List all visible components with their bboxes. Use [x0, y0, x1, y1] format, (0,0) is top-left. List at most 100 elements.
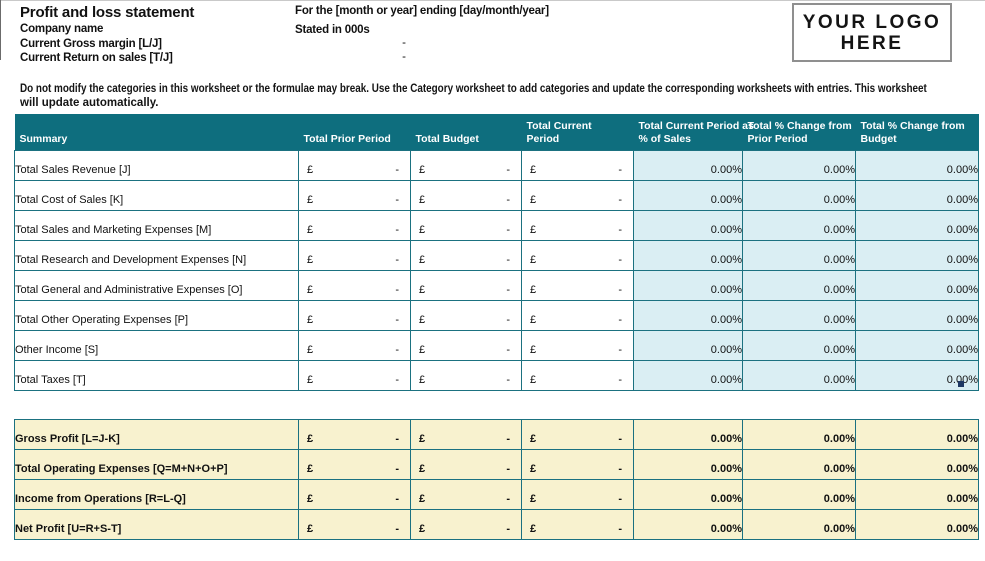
percent-cell-pct-change-budget[interactable]: 0.00% — [855, 179, 979, 211]
amount-cell-prior[interactable]: £ - — [298, 269, 411, 301]
amount-cell-budget[interactable]: £ - — [410, 239, 522, 271]
amount-value: - — [506, 163, 510, 176]
percent-cell-pct-of-sales[interactable]: 0.00% — [633, 209, 743, 241]
percent-cell-pct-change-budget[interactable]: 0.00% — [855, 419, 979, 450]
amount-cell-current[interactable]: £ - — [521, 209, 634, 241]
selection-fill-handle[interactable] — [958, 381, 964, 387]
amount-cell-current[interactable]: £ - — [521, 299, 634, 331]
percent-cell-pct-of-sales[interactable]: 0.00% — [633, 239, 743, 271]
percent-cell-pct-change-prior[interactable]: 0.00% — [742, 299, 856, 331]
percent-cell-pct-change-budget[interactable]: 0.00% — [855, 149, 979, 181]
table-row: Income from Operations [R=L-Q] £ - £ - £ -0.00… — [14, 479, 979, 510]
amount-value: - — [618, 253, 622, 266]
amount-cell-current[interactable]: £ - — [521, 449, 634, 480]
amount-cell-current[interactable]: £ - — [521, 479, 634, 510]
percent-cell-pct-change-prior[interactable]: 0.00% — [742, 479, 856, 510]
amount-cell-prior[interactable]: £ - — [298, 179, 411, 211]
amount-cell-budget[interactable]: £ - — [410, 269, 522, 301]
amount-cell-current[interactable]: £ - — [521, 269, 634, 301]
percent-cell-pct-change-prior[interactable]: 0.00% — [742, 359, 856, 391]
logo-placeholder[interactable]: YOUR LOGO HERE — [792, 3, 952, 62]
gross-margin-value-cell[interactable]: - — [402, 37, 406, 49]
amount-value: - — [618, 493, 622, 505]
percent-cell-pct-of-sales[interactable]: 0.00% — [633, 299, 743, 331]
amount-cell-budget[interactable]: £ - — [410, 209, 522, 241]
amount-cell-prior[interactable]: £ - — [298, 209, 411, 241]
row-label[interactable]: Total General and Administrative Expense… — [14, 269, 299, 301]
table-row: Total Cost of Sales [K] £ - £ - £ -0.00% 0.00% 0… — [14, 179, 979, 211]
amount-cell-prior[interactable]: £ - — [298, 329, 411, 361]
amount-cell-current[interactable]: £ - — [521, 239, 634, 271]
percent-cell-pct-change-budget[interactable]: 0.00% — [855, 239, 979, 271]
amount-cell-budget[interactable]: £ - — [410, 359, 522, 391]
amount-cell-prior[interactable]: £ - — [298, 479, 411, 510]
amount-cell-current[interactable]: £ - — [521, 359, 634, 391]
percent-cell-pct-change-budget[interactable]: 0.00% — [855, 209, 979, 241]
amount-cell-prior[interactable]: £ - — [298, 239, 411, 271]
percent-cell-pct-change-prior[interactable]: 0.00% — [742, 209, 856, 241]
percent-cell-pct-of-sales[interactable]: 0.00% — [633, 179, 743, 211]
row-label[interactable]: Total Sales Revenue [J] — [14, 149, 299, 181]
percent-cell-pct-change-prior[interactable]: 0.00% — [742, 179, 856, 211]
percent-cell-pct-of-sales[interactable]: 0.00% — [633, 479, 743, 510]
percent-cell-pct-of-sales[interactable]: 0.00% — [633, 269, 743, 301]
amount-value: - — [395, 163, 399, 176]
row-label[interactable]: Gross Profit [L=J-K] — [14, 419, 299, 450]
amount-cell-prior[interactable]: £ - — [298, 419, 411, 450]
percent-cell-pct-of-sales[interactable]: 0.00% — [633, 329, 743, 361]
percent-cell-pct-change-prior[interactable]: 0.00% — [742, 239, 856, 271]
row-label[interactable]: Total Sales and Marketing Expenses [M] — [14, 209, 299, 241]
percent-cell-pct-of-sales[interactable]: 0.00% — [633, 419, 743, 450]
percent-cell-pct-change-budget[interactable]: 0.00% — [855, 449, 979, 480]
percent-cell-pct-change-prior[interactable]: 0.00% — [742, 149, 856, 181]
percent-cell-pct-change-prior[interactable]: 0.00% — [742, 329, 856, 361]
amount-cell-current[interactable]: £ - — [521, 179, 634, 211]
percent-cell-pct-change-budget[interactable]: 0.00% — [855, 299, 979, 331]
amount-cell-current[interactable]: £ - — [521, 329, 634, 361]
amount-cell-budget[interactable]: £ - — [410, 329, 522, 361]
amount-cell-prior[interactable]: £ - — [298, 299, 411, 331]
amount-cell-current[interactable]: £ - — [521, 419, 634, 450]
row-label[interactable]: Total Operating Expenses [Q=M+N+O+P] — [14, 449, 299, 480]
percent-cell-pct-change-budget[interactable]: 0.00% — [855, 359, 979, 391]
percent-cell-pct-change-budget[interactable]: 0.00% — [855, 269, 979, 301]
row-label[interactable]: Income from Operations [R=L-Q] — [14, 479, 299, 510]
amount-cell-current[interactable]: £ - — [521, 509, 634, 540]
row-label[interactable]: Net Profit [U=R+S-T] — [14, 509, 299, 540]
percent-cell-pct-of-sales[interactable]: 0.00% — [633, 359, 743, 391]
currency-symbol: £ — [307, 223, 314, 236]
amount-cell-budget[interactable]: £ - — [410, 449, 522, 480]
table-row: Total General and Administrative Expense… — [14, 269, 979, 301]
row-label[interactable]: Other Income [S] — [14, 329, 299, 361]
amount-cell-budget[interactable]: £ - — [410, 479, 522, 510]
currency-symbol: £ — [419, 373, 426, 386]
percent-cell-pct-change-budget[interactable]: 0.00% — [855, 479, 979, 510]
percent-cell-pct-change-prior[interactable]: 0.00% — [742, 269, 856, 301]
amount-cell-budget[interactable]: £ - — [410, 299, 522, 331]
amount-cell-budget[interactable]: £ - — [410, 419, 522, 450]
amount-cell-prior[interactable]: £ - — [298, 359, 411, 391]
percent-cell-pct-change-prior[interactable]: 0.00% — [742, 419, 856, 450]
amount-cell-budget[interactable]: £ - — [410, 509, 522, 540]
amount-cell-prior[interactable]: £ - — [298, 149, 411, 181]
amount-cell-budget[interactable]: £ - — [410, 179, 522, 211]
amount-cell-prior[interactable]: £ - — [298, 509, 411, 540]
percent-cell-pct-change-budget[interactable]: 0.00% — [855, 509, 979, 540]
percent-cell-pct-of-sales[interactable]: 0.00% — [633, 509, 743, 540]
amount-cell-current[interactable]: £ - — [521, 149, 634, 181]
currency-symbol: £ — [530, 193, 537, 206]
percent-cell-pct-change-prior[interactable]: 0.00% — [742, 509, 856, 540]
percent-cell-pct-of-sales[interactable]: 0.00% — [633, 449, 743, 480]
row-label[interactable]: Total Other Operating Expenses [P] — [14, 299, 299, 331]
currency-symbol: £ — [307, 343, 314, 356]
percent-cell-pct-of-sales[interactable]: 0.00% — [633, 149, 743, 181]
row-label[interactable]: Total Cost of Sales [K] — [14, 179, 299, 211]
instruction-line1: Do not modify the categories in this wor… — [20, 83, 927, 95]
amount-cell-budget[interactable]: £ - — [410, 149, 522, 181]
return-on-sales-value-cell[interactable]: - — [402, 51, 406, 63]
percent-cell-pct-change-prior[interactable]: 0.00% — [742, 449, 856, 480]
row-label[interactable]: Total Taxes [T] — [14, 359, 299, 391]
percent-cell-pct-change-budget[interactable]: 0.00% — [855, 329, 979, 361]
row-label[interactable]: Total Research and Development Expenses … — [14, 239, 299, 271]
amount-cell-prior[interactable]: £ - — [298, 449, 411, 480]
